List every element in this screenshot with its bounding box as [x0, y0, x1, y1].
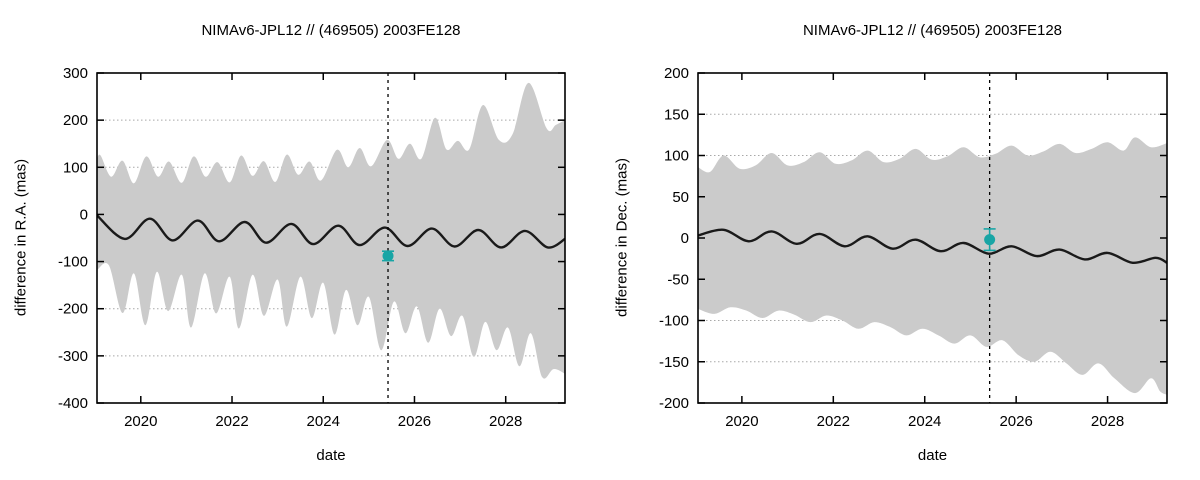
y-tick-label: 50: [672, 189, 689, 206]
dec-y-axis-label: difference in Dec. (mas): [613, 158, 631, 317]
y-tick-label: -400: [58, 395, 88, 412]
ra-plot-title: NIMAv6-JPL12 // (469505) 2003FE128: [201, 22, 461, 39]
y-tick-label: 150: [664, 106, 689, 123]
x-tick-label: 2022: [817, 413, 850, 430]
y-tick-label: 200: [664, 65, 689, 82]
dec-x-axis-label: date: [917, 447, 948, 464]
observation-point: [984, 234, 996, 246]
y-tick-label: -300: [58, 348, 88, 365]
nominal-difference-line: [97, 214, 565, 249]
y-tick-label: -150: [659, 354, 689, 371]
ra-y-axis-label: difference in R.A. (mas): [12, 158, 30, 317]
ra-plot: 2020 2022 2024 2026 2028 300 200 100 0 -100 -200 -3…: [58, 65, 566, 430]
y-tick-label: -100: [659, 313, 689, 330]
dec-plot-title: NIMAv6-JPL12 // (469505) 2003FE128: [802, 22, 1063, 39]
plot-border: [96, 72, 566, 404]
y-tick-label: -50: [667, 271, 689, 288]
x-tick-label: 2028: [489, 413, 522, 430]
y-tick-label: 0: [80, 206, 88, 223]
x-tick-label: 2020: [725, 413, 758, 430]
y-tick-label: -200: [58, 301, 88, 318]
x-tick-label: 2020: [124, 413, 157, 430]
y-tick-label: -100: [58, 254, 88, 271]
y-tick-label: 100: [63, 159, 88, 176]
x-tick-label: 2022: [215, 413, 248, 430]
dec-plot: 2020 2022 2024 2026 2028 200 150 100 50 0 -50 -100 -…: [659, 65, 1168, 430]
x-tick-label: 2026: [999, 413, 1032, 430]
x-tick-label: 2028: [1091, 413, 1124, 430]
ra-x-axis-label: date: [316, 447, 346, 464]
x-tick-label: 2024: [908, 413, 941, 430]
x-tick-label: 2024: [307, 413, 340, 430]
uncertainty-band: [698, 137, 1167, 395]
y-tick-label: -200: [659, 395, 689, 412]
y-tick-label: 300: [63, 65, 88, 82]
y-tick-label: 0: [681, 230, 689, 247]
x-tick-label: 2026: [398, 413, 431, 430]
observation-point: [382, 250, 394, 262]
nominal-difference-line: [698, 228, 1167, 265]
y-tick-label: 200: [63, 112, 88, 129]
y-tick-label: 100: [664, 148, 689, 165]
